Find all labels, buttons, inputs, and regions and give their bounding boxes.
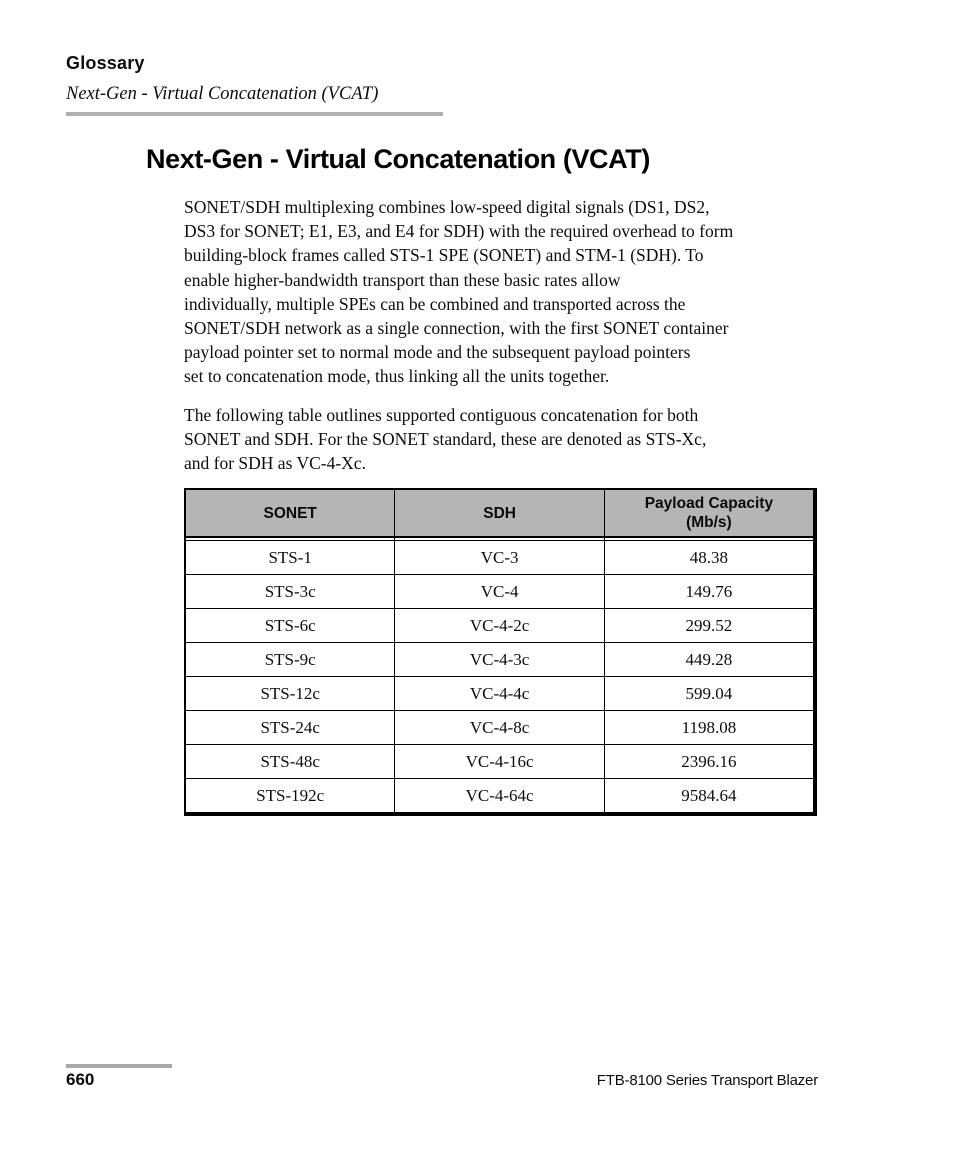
table-cell: STS-192c [186,779,396,812]
table-cell: VC-4 [395,575,605,609]
table-row: STS-1 VC-3 48.38 [186,541,813,575]
table-cell: 449.28 [604,643,813,677]
table-row: STS-48c VC-4-16c 2396.16 [186,745,813,779]
table-cell: STS-9c [186,643,396,677]
body-text: SONET/SDH multiplexing combines low-spee… [184,195,846,489]
table-cell: 48.38 [604,541,813,575]
column-header-sonet: SONET [186,490,396,536]
column-header-payload-capacity: Payload Capacity (Mb/s) [604,490,813,536]
table-row: STS-6c VC-4-2c 299.52 [186,609,813,643]
table-cell: 9584.64 [681,785,737,805]
table-cell: VC-4-16c [395,745,605,779]
header-separator-rule [186,536,813,541]
table-cell: VC-4-2c [395,609,605,643]
table-cell: STS-48c [186,745,396,779]
footer-product-name: FTB-8100 Series Transport Blazer [596,1072,818,1089]
chapter-title: Glossary [66,53,145,73]
table-cell: STS-24c [186,711,396,745]
table-cell: 599.04 [604,677,813,711]
table-cell: VC-4-8c [395,711,605,745]
table-cell: STS-3c [186,575,396,609]
table-row: STS-3c VC-4 149.76 [186,575,813,609]
table-row: STS-12c VC-4-4c 599.04 [186,677,813,711]
table-cell: 1198.08 [604,711,813,745]
table-cell: 149.76 [604,575,813,609]
table-cell: VC-4-4c [395,677,605,711]
table-row: STS-24c VC-4-8c 1198.08 [186,711,813,745]
table-row: STS-9c VC-4-3c 449.28 [186,643,813,677]
table-cell: VC-4-64c [395,779,605,812]
footer-rule [66,1064,172,1068]
body-paragraph-1: SONET/SDH multiplexing combines low-spee… [184,197,734,387]
header-rule [66,112,443,116]
column-header-sdh: SDH [395,490,605,536]
table-header-row: SONET SDH Payload Capacity (Mb/s) [186,490,813,536]
concatenation-table: SONET SDH Payload Capacity (Mb/s) STS-1 … [184,488,817,816]
table-row: STS-192c VC-4-64c 9584.64 [186,779,813,812]
body-paragraph-2: The following table outlines supported c… [184,404,707,474]
table-cell: 2396.16 [604,745,813,779]
table-cell: STS-1 [186,541,396,575]
table-cell: 299.52 [604,609,813,643]
table-cell: STS-12c [186,677,396,711]
page-number: 660 [66,1070,95,1089]
table-cell: VC-4-3c [395,643,605,677]
table-cell: VC-3 [395,541,605,575]
page-title: Next-Gen - Virtual Concatenation (VCAT) [146,144,650,174]
table-cell: STS-6c [186,609,396,643]
section-subtitle: Next-Gen - Virtual Concatenation (VCAT) [66,84,379,104]
